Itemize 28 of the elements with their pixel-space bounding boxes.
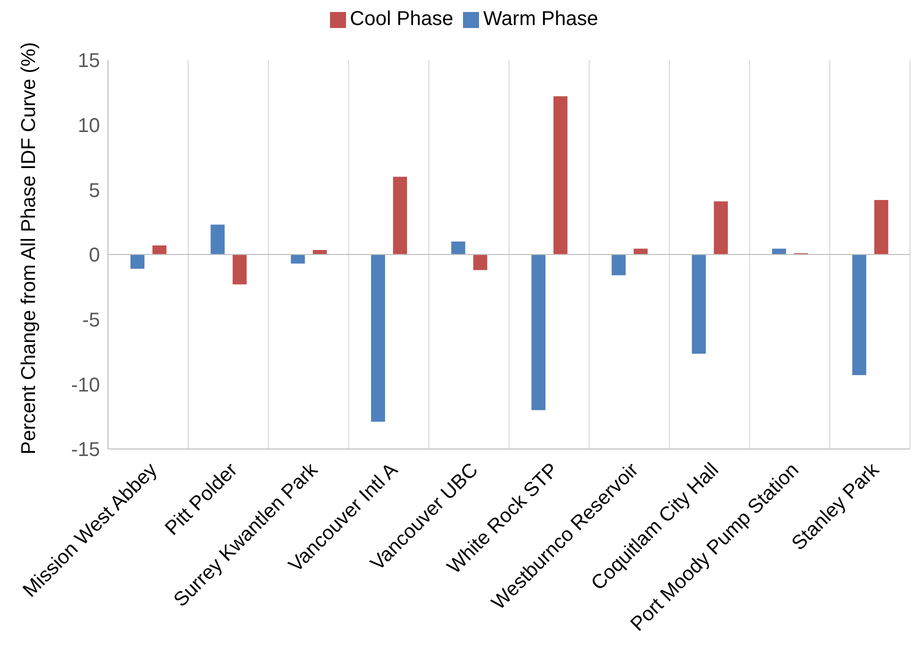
bar xyxy=(152,245,166,254)
bar xyxy=(553,96,568,254)
y-tick-label: -5 xyxy=(82,309,100,332)
bar xyxy=(290,254,305,264)
bar xyxy=(772,248,786,254)
bar xyxy=(451,242,466,254)
legend-label: Warm Phase xyxy=(483,8,598,30)
bar xyxy=(634,248,648,254)
y-tick-label: 15 xyxy=(78,50,100,72)
bar xyxy=(714,201,728,254)
bar xyxy=(692,254,706,354)
y-tick-label: 10 xyxy=(78,114,100,137)
bar xyxy=(371,254,386,422)
y-tick-label: -15 xyxy=(71,439,100,462)
bar xyxy=(874,200,888,254)
y-tick-label: 0 xyxy=(88,244,100,267)
bar xyxy=(852,254,866,376)
bar xyxy=(473,254,488,270)
bar xyxy=(612,254,626,276)
bar xyxy=(531,254,546,410)
y-tick-label: -10 xyxy=(71,374,100,396)
y-tick-label: 5 xyxy=(88,180,100,202)
legend-label: Cool Phase xyxy=(350,8,454,30)
bar xyxy=(393,176,408,254)
bar xyxy=(232,254,247,284)
bar xyxy=(210,224,225,254)
bar xyxy=(130,254,144,269)
y-axis-title: Percent Change from All Phase IDF Curve (%) xyxy=(18,42,40,454)
